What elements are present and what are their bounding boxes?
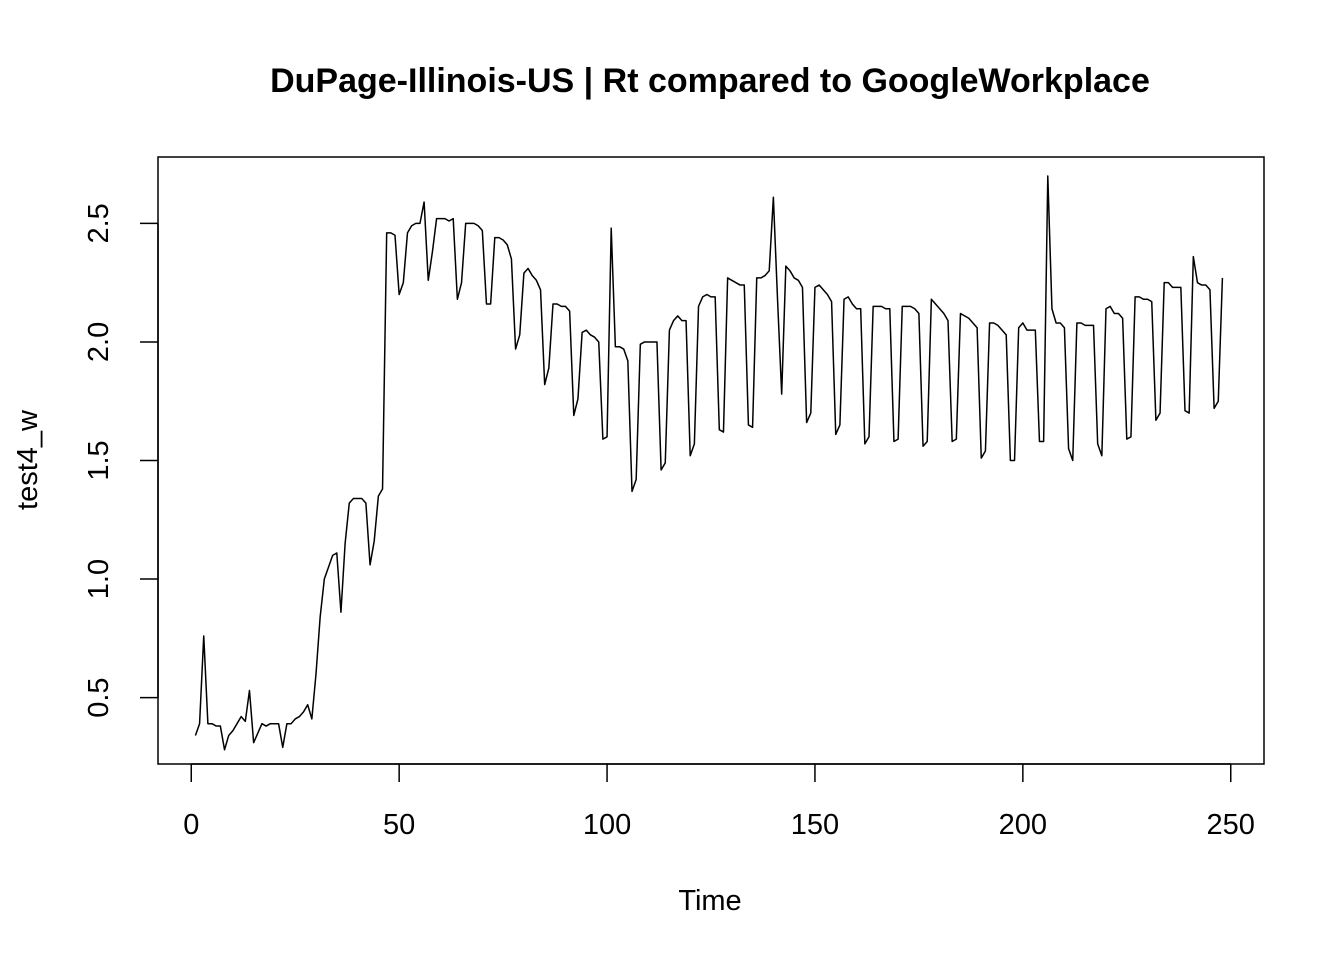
x-tick-label: 250 [1207,809,1255,841]
x-tick-label: 50 [383,809,415,841]
y-tick-label: 1.0 [83,559,115,599]
y-axis-ticks: 0.5 1.0 1.5 2.0 2.5 [83,203,158,718]
x-tick-label: 100 [583,809,631,841]
x-axis-ticks: 0 50 100 150 200 250 [183,764,1255,841]
x-tick-label: 0 [183,809,199,841]
series-line [194,175,1224,751]
x-tick-label: 150 [791,809,839,841]
y-tick-label: 2.0 [83,322,115,362]
x-tick-label: 200 [999,809,1047,841]
y-tick-label: 0.5 [83,677,115,717]
x-axis-label: Time [678,885,741,917]
chart-title: DuPage-Illinois-US | Rt compared to Goog… [270,62,1150,100]
y-tick-label: 2.5 [83,203,115,243]
plot-frame [157,156,1265,765]
y-tick-label: 1.5 [83,440,115,480]
y-axis-label: test4_w [12,409,44,510]
